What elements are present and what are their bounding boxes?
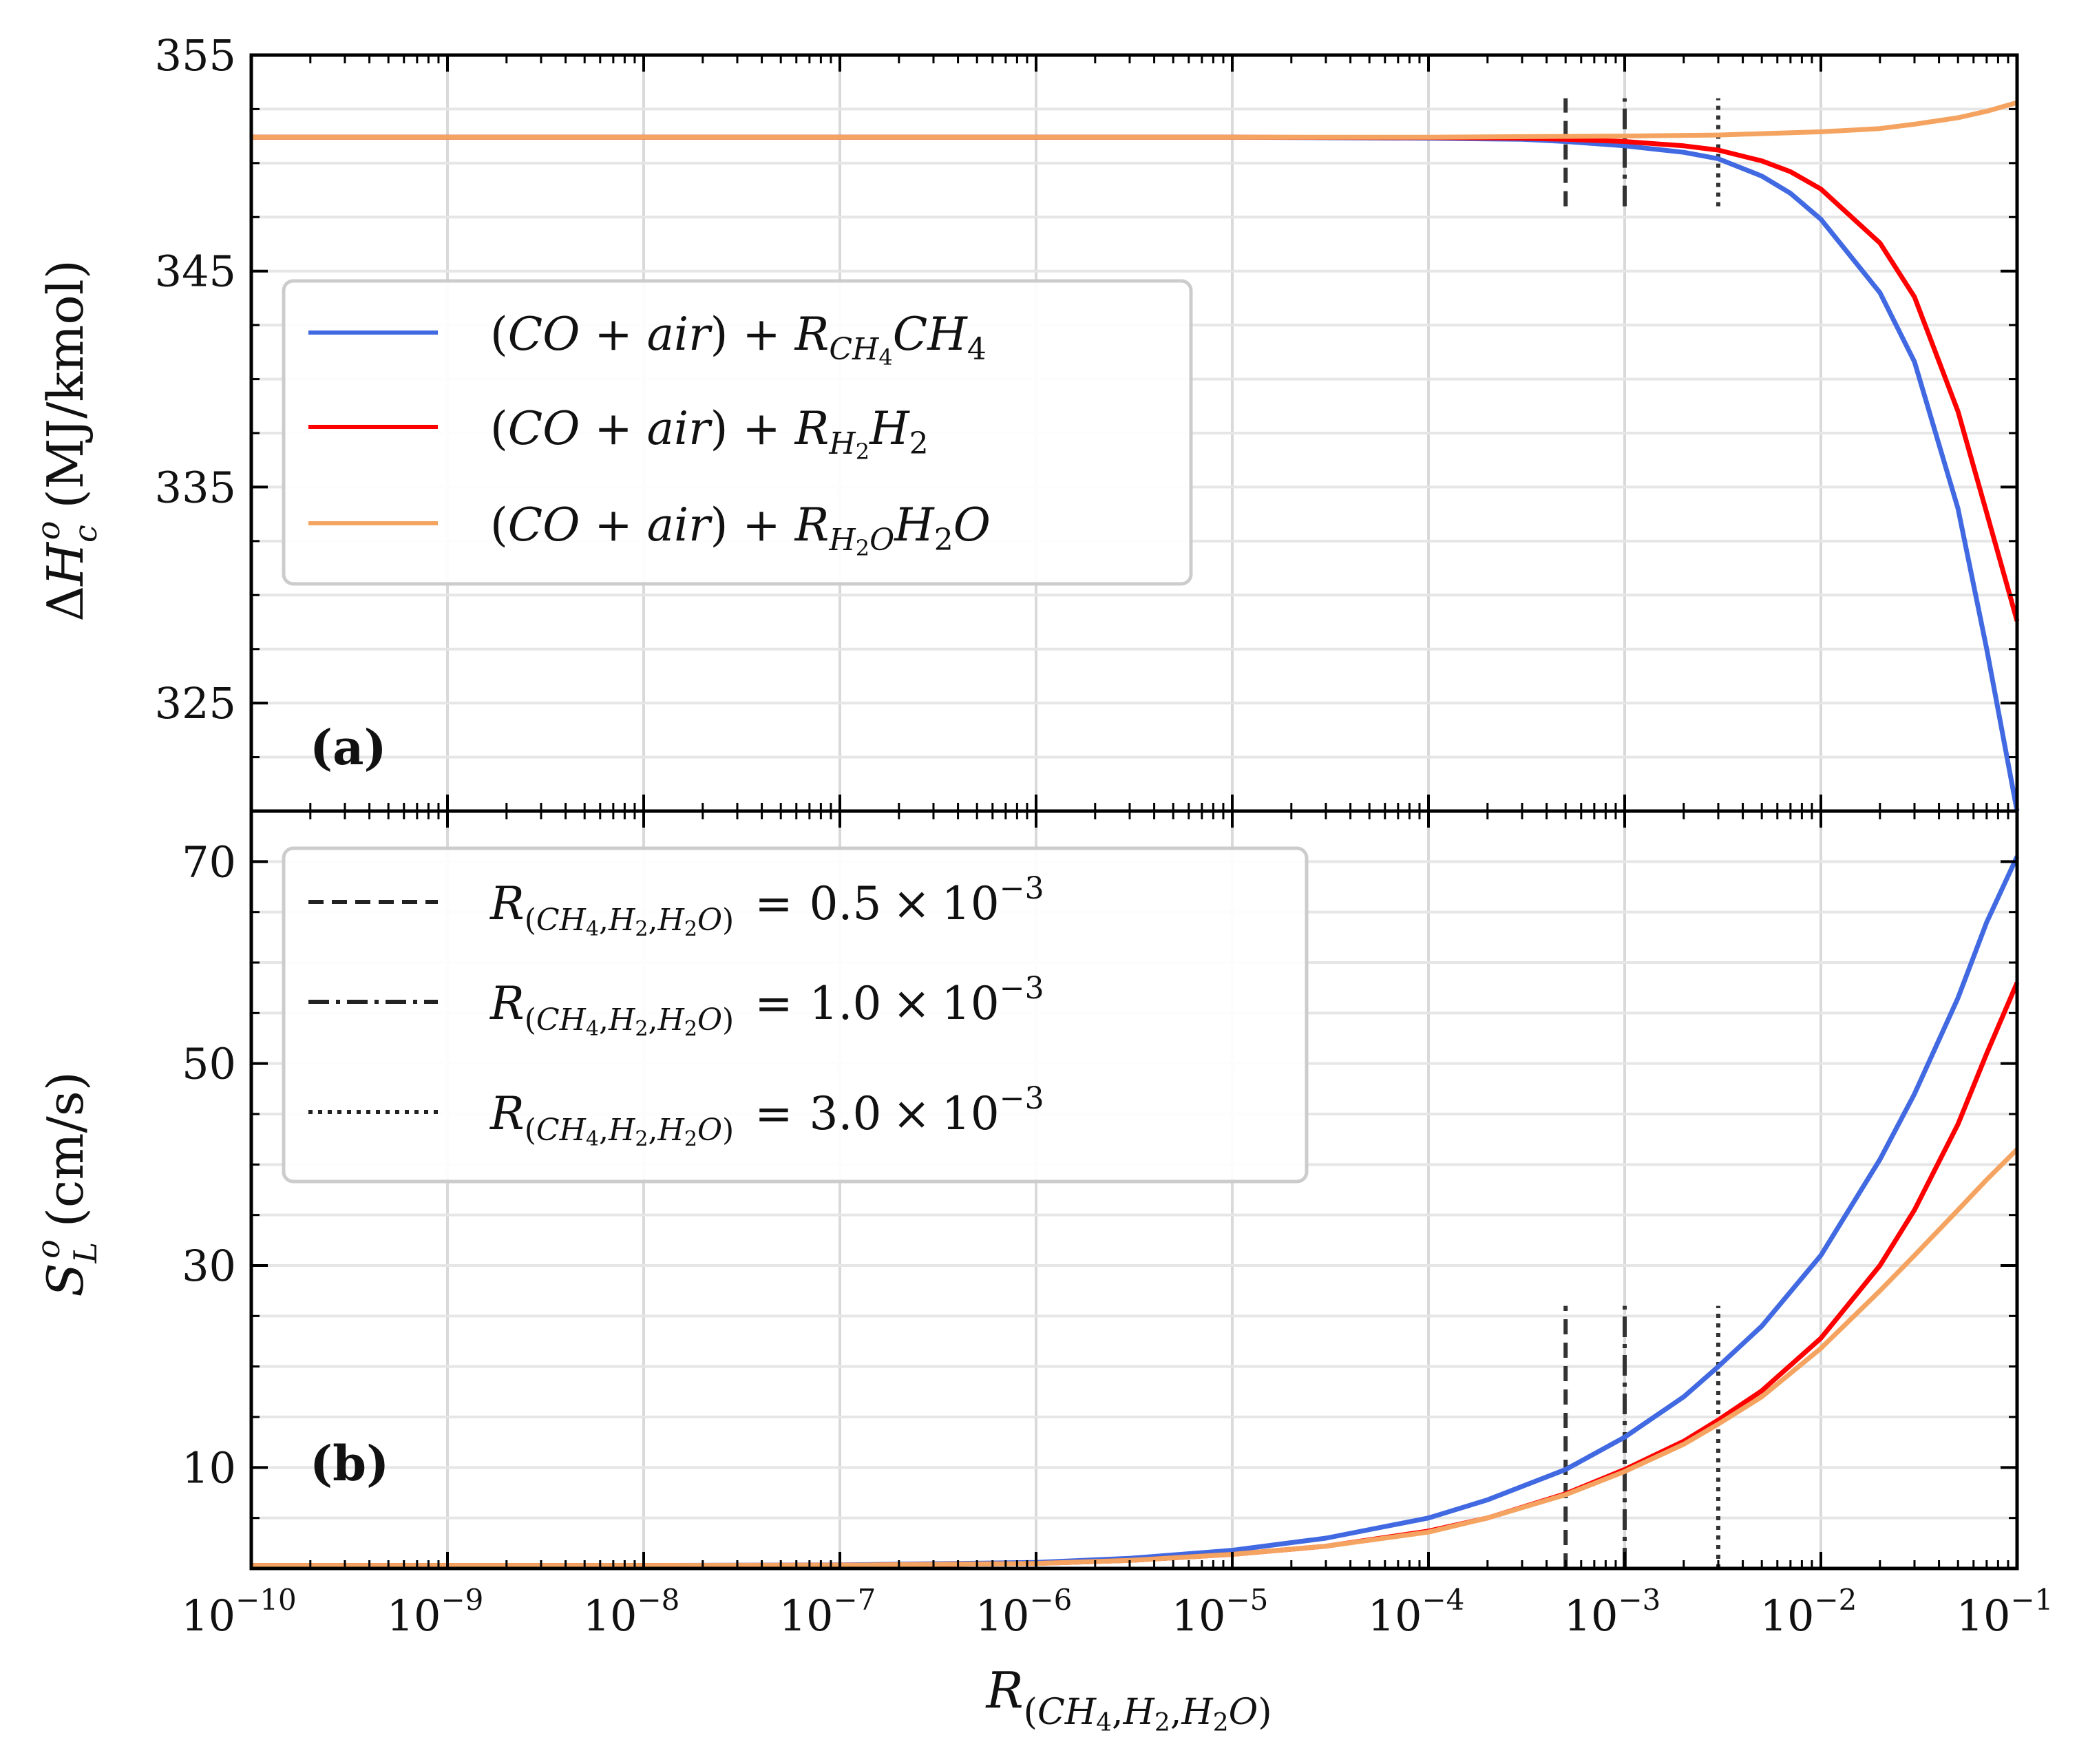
x-tick-label: 10−1 — [1956, 1583, 2054, 1641]
y-tick-label: 10 — [182, 1442, 236, 1493]
legend-entry-dashed: R(CH4,H2,H2O) = 0.5 × 10−3 — [308, 871, 1044, 941]
x-tick-label: 10−2 — [1760, 1583, 1857, 1641]
panel-b-frame — [249, 809, 2019, 1571]
panel-a-label: (a) — [310, 719, 387, 776]
svg-text:R(CH4,H2,H2O)=3.0×10−3: R(CH4,H2,H2O) = 3.0 × 10−3 — [489, 1081, 1044, 1151]
svg-text:(CO + air) + RH2H2: (CO + air) + RH2H2 — [490, 402, 929, 465]
y-tick-label: 70 — [182, 837, 236, 887]
x-axis-title: R(CH4,H2,H2O) — [984, 1661, 1272, 1737]
x-tick-label: 10−9 — [387, 1583, 484, 1641]
x-tick-label: 10−5 — [1172, 1583, 1269, 1641]
panel-a-reference-lines — [1563, 98, 1720, 207]
x-tick-label: 10−7 — [779, 1583, 876, 1641]
panel-a-legend: (CO + air) + RCH4CH4 (CO + air) + RH2H2 … — [282, 279, 1193, 586]
legend-entry-ch4: (CO + air) + RCH4CH4 — [308, 308, 987, 370]
svg-text:(CO + air) + RH2OH2O: (CO + air) + RH2OH2O — [490, 498, 991, 561]
y-tick-label: 355 — [155, 30, 236, 81]
panel-b-y-tick-labels: 10 30 50 70 — [182, 837, 236, 1493]
y-tick-label: 335 — [155, 462, 236, 512]
x-tick-label: 10−6 — [975, 1583, 1073, 1641]
panel-a-y-axis-title: ΔHco(MJ/kmol) — [30, 260, 104, 622]
panel-a-y-tick-labels: 325 335 345 355 — [155, 30, 236, 728]
x-tick-label: 10−3 — [1564, 1583, 1661, 1641]
panel-b-ticks — [250, 811, 2018, 1568]
x-tick-label: 10−10 — [181, 1583, 297, 1641]
y-tick-label: 30 — [182, 1241, 236, 1291]
series-line-2 — [251, 1147, 2019, 1568]
panel-b-y-axis-title: SLo(cm/s) — [30, 1071, 104, 1297]
series-line-2 — [251, 100, 2018, 140]
panel-a: 325 335 345 355 (a) ΔHco(MJ/kmol) (CO + air… — [30, 30, 2020, 813]
legend-entry-dashdot: R(CH4,H2,H2O) = 1.0 × 10−3 — [308, 971, 1044, 1041]
panel-a-ticks — [250, 54, 2018, 811]
x-tick-label: 10−4 — [1368, 1583, 1465, 1641]
panel-b-series — [251, 855, 2020, 1568]
panel-a-series — [251, 100, 2020, 812]
panel-b-legend: R(CH4,H2,H2O) = 0.5 × 10−3 R(CH4,H2,H2O) = 1.0… — [282, 846, 1309, 1184]
svg-text:R(CH4,H2,H2O)=0.5×10−3: R(CH4,H2,H2O) = 0.5 × 10−3 — [489, 871, 1044, 941]
y-tick-label: 325 — [155, 678, 236, 728]
svg-text:(CO + air) + RCH4CH4: (CO + air) + RCH4CH4 — [490, 308, 987, 370]
x-tick-labels: 10−10 10−9 10−8 10−7 10−6 10−5 10−4 10−3 10−2 10−… — [181, 1583, 2053, 1641]
legend-entry-h2: (CO + air) + RH2H2 — [308, 402, 929, 465]
panel-b-label: (b) — [310, 1435, 389, 1492]
x-tick-label: 10−8 — [583, 1583, 680, 1641]
svg-text:R(CH4,H2,H2O)=1.0×10−3: R(CH4,H2,H2O) = 1.0 × 10−3 — [489, 971, 1044, 1041]
legend-entry-dotted: R(CH4,H2,H2O) = 3.0 × 10−3 — [308, 1081, 1044, 1151]
y-tick-label: 345 — [155, 246, 236, 297]
y-tick-label: 50 — [182, 1039, 236, 1089]
legend-entry-h2o: (CO + air) + RH2OH2O — [308, 498, 991, 561]
